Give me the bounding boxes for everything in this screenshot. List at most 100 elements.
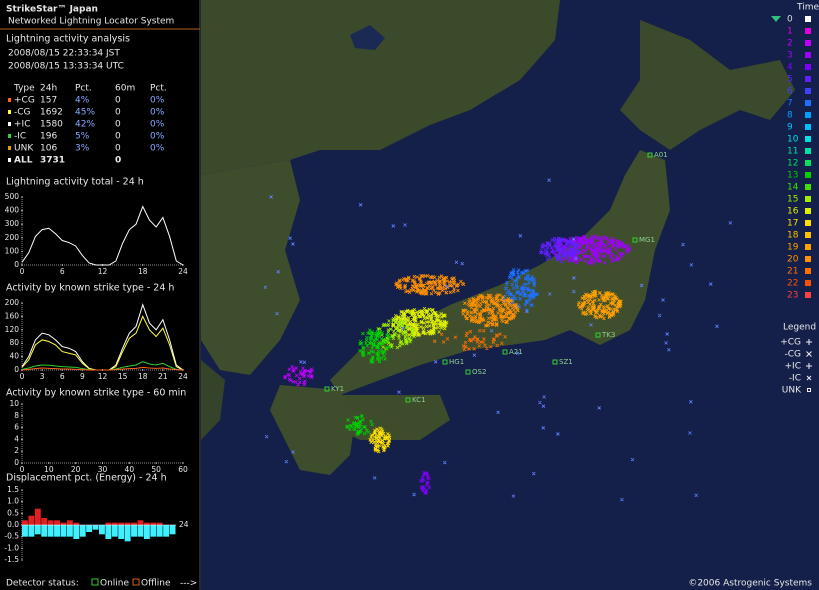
energy-bar xyxy=(105,522,112,525)
legend-symbol xyxy=(806,339,812,345)
time-swatch xyxy=(805,232,811,238)
time-label: 5 xyxy=(787,75,793,85)
x-tick-label: 30 xyxy=(98,465,108,474)
time-label: 22 xyxy=(787,279,798,289)
time-swatch xyxy=(805,76,811,82)
x-tick-label: 24 xyxy=(178,267,188,276)
column-header: 60m xyxy=(115,84,135,94)
online-swatch xyxy=(91,578,99,586)
station-label: MG1 xyxy=(639,236,655,244)
time-swatch xyxy=(805,124,811,130)
table-cell: 45% xyxy=(75,108,95,118)
x-tick-label: 12 xyxy=(98,372,108,381)
table-cell: -CG xyxy=(14,108,31,118)
land-kyushu xyxy=(270,385,355,475)
y-tick-label: 200 xyxy=(5,298,20,307)
table-cell: 42% xyxy=(75,120,95,130)
energy-bar xyxy=(150,525,157,537)
x-tick-label: 21 xyxy=(158,372,168,381)
energy-bar xyxy=(79,525,86,537)
x-tick-label: 9 xyxy=(80,372,85,381)
energy-bar xyxy=(111,525,118,537)
type-swatch xyxy=(8,146,11,150)
energy-bar xyxy=(124,525,131,542)
x-tick-label: 40 xyxy=(125,465,135,474)
y-tick-label: 10 xyxy=(9,399,19,408)
time-swatch xyxy=(805,196,811,202)
app-title: StrikeStar™ Japan xyxy=(6,5,98,15)
time-swatch xyxy=(805,172,811,178)
type-swatch xyxy=(8,134,11,138)
x-tick-label: 12 xyxy=(98,267,108,276)
y-tick-label: 0 xyxy=(14,365,19,374)
y-tick-label: 300 xyxy=(5,219,20,228)
column-header: Pct. xyxy=(150,84,167,94)
energy-bar xyxy=(150,522,157,525)
time-swatch xyxy=(805,52,811,58)
energy-bar xyxy=(66,520,73,525)
time-label: 11 xyxy=(787,147,798,157)
status-more[interactable]: ---> xyxy=(180,579,197,589)
time-label: 16 xyxy=(787,207,799,217)
y-tick-label: 6 xyxy=(14,423,19,432)
energy-bar xyxy=(22,525,28,537)
energy-bar xyxy=(47,520,54,525)
energy-bar xyxy=(34,525,41,535)
x-tick-label: 3 xyxy=(40,372,45,381)
time-swatch xyxy=(805,184,811,190)
column-header: Pct. xyxy=(75,84,92,94)
table-cell: 3731 xyxy=(40,156,65,166)
energy-bar xyxy=(73,525,80,539)
table-cell: 0 xyxy=(115,144,121,154)
time-label: 17 xyxy=(787,219,798,229)
station-marker xyxy=(465,369,471,375)
x-tick-label: 0 xyxy=(20,267,25,276)
table-cell: 0% xyxy=(150,108,165,118)
strike-cluster xyxy=(394,273,466,296)
land-island xyxy=(201,360,225,440)
time-label: 13 xyxy=(787,171,798,181)
table-cell: -IC xyxy=(14,132,26,142)
energy-bar xyxy=(73,522,80,525)
time-swatch xyxy=(805,88,811,94)
strike-cluster xyxy=(358,328,392,364)
time-swatch xyxy=(805,136,811,142)
x-tick-label: 24 xyxy=(178,372,188,381)
y-tick-label: 0.5 xyxy=(7,508,19,517)
table-cell: 106 xyxy=(40,144,57,154)
side-panel xyxy=(0,0,200,590)
y-tick-label: 80 xyxy=(9,338,19,347)
table-cell: ALL xyxy=(14,156,33,166)
y-tick-label: 400 xyxy=(5,206,20,215)
time-label: 21 xyxy=(787,267,798,277)
time-swatch xyxy=(805,220,811,226)
energy-bar xyxy=(105,525,112,539)
energy-bar xyxy=(118,522,125,525)
y-tick-label: 0.0 xyxy=(7,520,19,529)
table-cell: 4% xyxy=(75,96,90,106)
station-label: HG1 xyxy=(449,358,464,366)
land-hokkaido xyxy=(620,20,795,150)
table-cell: 1580 xyxy=(40,120,63,130)
strike-cluster xyxy=(432,328,507,352)
station-label: A01 xyxy=(654,151,668,159)
energy-bar xyxy=(54,520,60,525)
y-tick-label: 1.0 xyxy=(7,497,19,506)
table-cell: 0% xyxy=(150,96,165,106)
y-tick-label: 120 xyxy=(5,325,20,334)
strike-cluster xyxy=(368,426,392,454)
energy-bar xyxy=(118,525,125,539)
time-label: 1 xyxy=(787,27,793,37)
table-cell: +CG xyxy=(14,96,35,106)
time-swatch xyxy=(805,244,811,250)
time-label: 4 xyxy=(787,63,793,73)
time-label: 20 xyxy=(787,255,799,265)
type-swatch xyxy=(8,158,11,162)
station-marker xyxy=(647,152,653,158)
time-label: 23 xyxy=(787,291,798,301)
x-tick-label: 20 xyxy=(71,465,81,474)
station-label: OS2 xyxy=(472,368,486,376)
